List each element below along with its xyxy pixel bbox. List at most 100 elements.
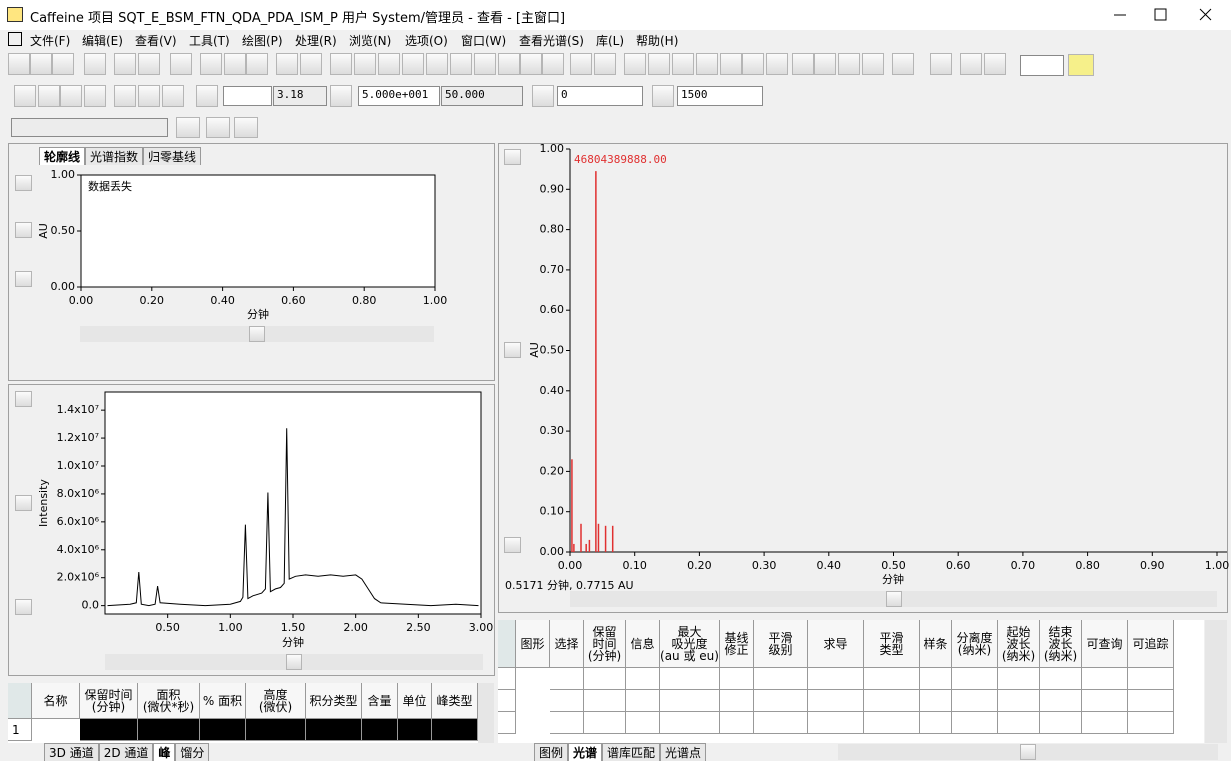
tool-button[interactable] [652, 85, 674, 107]
scroll-button[interactable] [15, 222, 32, 238]
tool-button[interactable] [138, 85, 160, 107]
tool-button[interactable] [570, 53, 592, 75]
tool-button[interactable] [60, 85, 82, 107]
tab[interactable]: 馏分 [175, 743, 210, 761]
maximize[interactable] [1154, 8, 1167, 21]
tool-button[interactable] [30, 53, 52, 75]
input-field[interactable]: 0 [557, 86, 643, 106]
tab[interactable]: 谱库匹配 [602, 743, 661, 761]
window-controls[interactable] [1100, 5, 1220, 25]
tool-button[interactable] [742, 53, 764, 75]
tool-button[interactable] [114, 85, 136, 107]
tool-button[interactable] [84, 53, 106, 75]
tool-button[interactable] [892, 53, 914, 75]
scroll-thumb[interactable] [885, 591, 902, 607]
tool-button[interactable] [196, 85, 218, 107]
scroll-button[interactable] [504, 537, 521, 553]
tool-button[interactable] [14, 85, 36, 107]
tool-button[interactable] [246, 53, 268, 75]
input-field[interactable] [223, 86, 272, 106]
tab[interactable]: 2D 通道 [98, 743, 154, 761]
tool-button[interactable] [984, 53, 1006, 75]
tab[interactable]: 3D 通道 [44, 743, 99, 761]
tool-button[interactable] [766, 53, 788, 75]
tool-button[interactable] [960, 53, 982, 75]
tool-button[interactable] [696, 53, 718, 75]
menu-item[interactable]: 文件(F) [30, 34, 71, 48]
dropdown[interactable] [1020, 55, 1064, 76]
tool-button[interactable] [330, 85, 352, 107]
menu-item[interactable]: 窗口(W) [461, 34, 507, 48]
scroll-button[interactable] [504, 149, 521, 165]
tab[interactable]: 光谱 [568, 743, 603, 761]
menu-item[interactable]: 选项(O) [405, 34, 448, 48]
scroll-button[interactable] [15, 271, 32, 287]
input-field[interactable]: 1500 [677, 86, 763, 106]
v-scrollbar[interactable] [1205, 620, 1227, 743]
input-field[interactable]: 50.000 [441, 86, 523, 106]
v-scrollbar[interactable] [478, 683, 494, 743]
tool-button[interactable] [300, 53, 322, 75]
tool-button[interactable] [138, 53, 160, 75]
tool-button[interactable] [672, 53, 694, 75]
scroll-button[interactable] [504, 342, 521, 358]
tool-button[interactable] [648, 53, 670, 75]
scroll-thumb[interactable] [1020, 744, 1036, 760]
tab[interactable]: 轮廓线 [39, 147, 86, 165]
menu-item[interactable]: 查看(V) [135, 34, 177, 48]
scroll-button[interactable] [15, 599, 32, 615]
menu-item[interactable]: 工具(T) [189, 34, 230, 48]
tab[interactable]: 光谱指数 [85, 147, 144, 165]
tool-button[interactable] [206, 117, 230, 138]
input-field[interactable]: 3.18 [273, 86, 327, 106]
menu-item[interactable]: 绘图(P) [242, 34, 283, 48]
menu-item[interactable]: 查看光谱(S) [519, 34, 584, 48]
tool-button[interactable] [200, 53, 222, 75]
menu-item[interactable]: 编辑(E) [82, 34, 123, 48]
tool-button[interactable] [170, 53, 192, 75]
tool-button[interactable] [52, 53, 74, 75]
tool-button[interactable] [720, 53, 742, 75]
tool-button[interactable] [234, 117, 258, 138]
tool-button[interactable] [862, 53, 884, 75]
tool-button[interactable] [426, 53, 448, 75]
scroll-button[interactable] [15, 391, 32, 407]
scroll-thumb[interactable] [249, 326, 265, 342]
close[interactable] [1199, 8, 1212, 21]
tool-button[interactable] [354, 53, 376, 75]
tool-button[interactable] [520, 53, 542, 75]
scroll-thumb[interactable] [286, 654, 302, 670]
tool-button[interactable] [498, 53, 520, 75]
input-field[interactable]: 5.000e+001 [358, 86, 440, 106]
tool-button[interactable] [402, 53, 424, 75]
tool-button[interactable] [542, 53, 564, 75]
tool-button[interactable] [838, 53, 860, 75]
tool-button[interactable] [532, 85, 554, 107]
combo-box[interactable] [11, 118, 168, 137]
tool-button[interactable] [330, 53, 352, 75]
tab[interactable]: 峰 [153, 743, 176, 761]
tab[interactable]: 归零基线 [143, 147, 202, 165]
tab[interactable]: 光谱点 [660, 743, 707, 761]
tool-button[interactable] [276, 53, 298, 75]
tool-button[interactable] [930, 53, 952, 75]
tool-button[interactable] [624, 53, 646, 75]
tool-button[interactable] [84, 85, 106, 107]
scroll-button[interactable] [15, 175, 32, 191]
tool-button[interactable] [378, 53, 400, 75]
tool-button[interactable] [474, 53, 496, 75]
menu-item[interactable]: 处理(R) [295, 34, 337, 48]
tool-button[interactable] [450, 53, 472, 75]
menu-item[interactable]: 浏览(N) [349, 34, 392, 48]
tab[interactable]: 图例 [534, 743, 569, 761]
tool-button[interactable] [1068, 54, 1094, 76]
tool-button[interactable] [594, 53, 616, 75]
tool-button[interactable] [814, 53, 836, 75]
tool-button[interactable] [224, 53, 246, 75]
scroll-button[interactable] [15, 495, 32, 511]
menu-item[interactable]: 帮助(H) [636, 34, 679, 48]
menu-item[interactable]: 库(L) [596, 34, 625, 48]
tool-button[interactable] [8, 53, 30, 75]
tool-button[interactable] [114, 53, 136, 75]
tool-button[interactable] [792, 53, 814, 75]
